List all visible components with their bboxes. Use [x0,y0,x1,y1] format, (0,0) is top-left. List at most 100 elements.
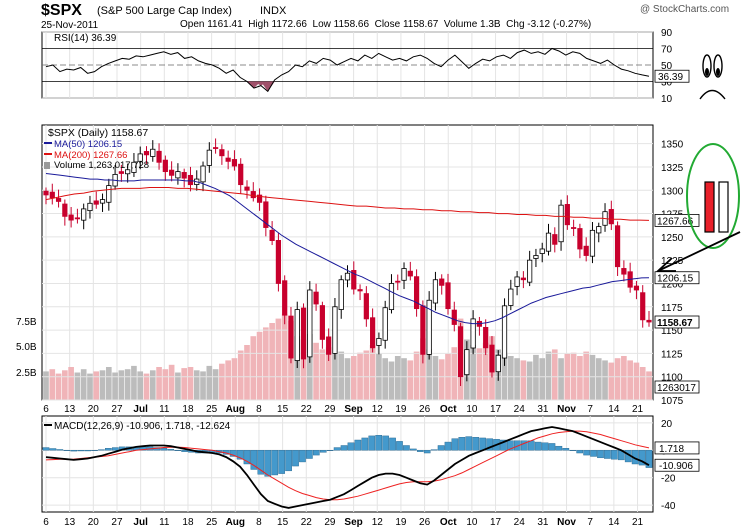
volume-bar [237,350,244,400]
candle-body [238,163,244,186]
volume-bar [55,373,62,400]
candle-body [326,336,332,355]
volume-bar [275,318,282,400]
x-tick-label: 17 [490,517,502,528]
candle-body [514,276,520,287]
candle-body [558,204,564,243]
ma200-legend: MA(200) 1267.66 [54,150,127,161]
volume-bar [539,358,546,400]
macd-tick-label: -40 [661,501,676,512]
green-circle [686,143,740,249]
x-tick-label: Oct [440,404,457,415]
volume-bar [281,314,288,400]
rsi-last-value: 36.39 [658,72,683,83]
x-tick-label: 21 [632,517,644,528]
volume-bar [300,339,307,400]
macd-histogram-bar [590,450,597,457]
macd-histogram-bar [278,450,285,474]
macd-histogram-bar [500,439,507,451]
candle-body [464,349,470,376]
watermark: @ StockCharts.com [640,4,730,15]
macd-value: -10.906 [659,461,693,472]
macd-signal-line [45,430,650,501]
volume-bar [68,367,74,400]
candle-body [640,292,646,321]
red-candle-drawing [704,181,715,233]
candle-body [319,305,325,340]
x-tick-label: 26 [419,404,431,415]
candle-body [539,248,545,254]
volume-tick-label: 2.5B [16,368,37,379]
x-tick-label: 24 [514,517,526,528]
volume-bar [212,369,219,400]
candle-body [106,185,112,203]
macd-histogram-bar [396,441,403,451]
candle-body [401,268,407,281]
candle-body [250,191,256,199]
macd-histogram-bar [98,449,105,451]
volume-bars: 7.5B 5.0B 2.5B [16,314,652,400]
macd-histogram-bar [479,437,486,451]
rsi-oversold-fill [260,81,275,92]
candle-body [150,148,156,157]
macd-histogram-bar [56,449,64,451]
price-tick-label: 1150 [661,326,683,337]
candle-body [432,279,439,304]
price-tick-label: 1300 [661,186,684,197]
candle-body [495,354,501,373]
x-tick-label: 12 [372,517,384,528]
macd-histogram-bar [527,440,535,451]
macd-histogram-bar [319,450,327,453]
close-value-box [654,315,700,329]
macd-histogram-bar [250,450,258,470]
candle-body [608,209,614,225]
macd-frame [41,415,654,513]
volume-bar [294,336,301,400]
price-tick-label: 1125 [661,349,683,360]
close-value: 1158.67 [657,318,693,329]
macd-histogram-bar [236,450,244,460]
price-panel: 1350132513001275125012251200117511501125… [42,127,700,407]
volume-bar [420,338,426,400]
x-tick-label: 7 [587,517,593,528]
volume-bar [137,371,144,400]
volume-bar [43,371,49,400]
volume-bar [627,360,633,400]
macd-histogram-bar [326,450,334,451]
candle-body [49,191,55,199]
candle-body [169,169,175,176]
macd-histogram-bar [361,437,369,451]
macd-histogram-bar [91,450,98,451]
x-tick-label: 11 [159,517,170,528]
x-tick-label: 15 [277,517,289,528]
volume-legend-swatch [44,162,50,169]
macd-histogram-bar [486,438,493,451]
volume-bar [426,349,432,400]
macd-histogram-bar [167,448,175,451]
macd-histogram-bar [375,435,383,451]
candle-body [564,204,570,226]
white-candle-drawing [718,181,729,233]
volume-bar [313,342,319,400]
candle-body [589,229,596,257]
macd-histogram-bar [84,450,91,452]
candle-body [131,161,137,173]
rsi-value-box [654,69,690,83]
x-tick-label: Aug [226,517,245,528]
x-tick-label: 29 [324,404,336,415]
volume-bar [451,347,458,400]
candle-body [420,305,426,355]
candle-body [300,307,307,360]
x-tick-label: 10 [466,517,478,528]
x-tick-label: Jul [133,404,148,415]
price-tick-label: 1100 [661,373,683,384]
x-tick-label: 13 [64,517,76,528]
volume-bar [577,356,583,400]
candle-body [577,228,583,250]
candle-body [388,283,395,311]
macd-histogram-bar [70,450,78,452]
volume-bar [219,363,225,400]
macd-histogram-bar [174,450,182,451]
macd-histogram-bar [229,450,237,457]
x-tick-label: 31 [537,517,549,528]
